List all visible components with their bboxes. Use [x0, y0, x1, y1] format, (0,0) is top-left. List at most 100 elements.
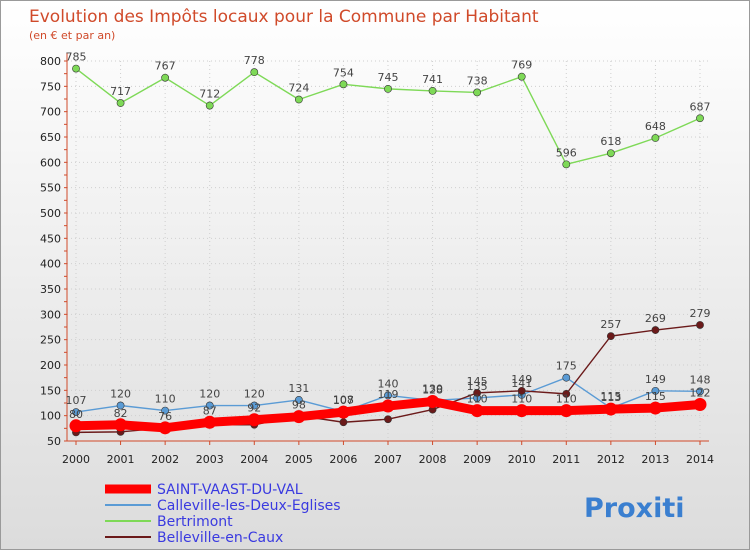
- data-label: 618: [600, 135, 621, 148]
- data-label: 120: [244, 388, 265, 401]
- data-point: [651, 134, 660, 142]
- data-label: 113: [600, 391, 621, 404]
- data-label: 119: [378, 388, 399, 401]
- data-label: 120: [199, 388, 220, 401]
- data-label: 140: [378, 377, 399, 390]
- x-tick-label: 2009: [463, 453, 491, 466]
- data-point: [515, 404, 529, 418]
- x-tick-label: 2014: [686, 453, 714, 466]
- y-tick-label: 550: [40, 182, 61, 195]
- data-label: 712: [199, 88, 220, 101]
- y-tick-label: 500: [40, 207, 61, 220]
- data-label: 785: [66, 51, 87, 64]
- data-label: 257: [600, 318, 621, 331]
- data-label: 110: [155, 393, 176, 406]
- legend-label: Belleville-en-Caux: [157, 530, 283, 546]
- x-tick-label: 2013: [641, 453, 669, 466]
- data-point: [72, 64, 80, 73]
- data-label: 76: [158, 410, 172, 423]
- y-tick-label: 650: [40, 131, 61, 144]
- data-label: 122: [690, 387, 711, 400]
- x-tick-label: 2004: [240, 453, 268, 466]
- data-label: 110: [511, 393, 532, 406]
- data-label: 145: [467, 375, 488, 388]
- y-tick-label: 300: [40, 308, 61, 321]
- data-point: [384, 391, 392, 400]
- x-tick-label: 2003: [196, 453, 224, 466]
- y-tick-label: 150: [40, 384, 61, 397]
- data-point: [696, 321, 704, 329]
- axes: 50 100 150 200 250 300 350 400 450 500 550 600 650 70…: [40, 53, 714, 466]
- data-point: [693, 398, 707, 412]
- data-point: [648, 401, 662, 415]
- x-tick-label: 2000: [62, 453, 90, 466]
- data-point: [651, 386, 660, 395]
- x-tick-label: 2002: [151, 453, 179, 466]
- data-point: [426, 394, 440, 408]
- data-label: 82: [114, 407, 128, 420]
- y-tick-label: 600: [40, 156, 61, 169]
- data-point: [517, 386, 526, 395]
- y-tick-label: 750: [40, 80, 61, 93]
- chart-title: Evolution des Impôts locaux pour la Comm…: [29, 7, 539, 27]
- data-point: [292, 410, 306, 424]
- data-label: 596: [556, 146, 577, 159]
- x-tick-label: 2001: [107, 453, 135, 466]
- legend-label: Bertrimont: [157, 514, 233, 530]
- data-point: [294, 95, 303, 104]
- data-point: [336, 405, 350, 419]
- data-label: 769: [511, 59, 532, 72]
- data-point: [384, 415, 392, 424]
- x-tick-label: 2005: [285, 453, 313, 466]
- data-point: [381, 399, 395, 413]
- legend: SAINT-VAAST-DU-VALCalleville-les-Deux-Eg…: [105, 482, 341, 546]
- y-tick-label: 350: [40, 283, 61, 296]
- data-label: 107: [66, 394, 87, 407]
- data-point: [339, 80, 348, 89]
- data-point: [247, 413, 261, 427]
- y-tick-label: 800: [40, 55, 61, 68]
- y-tick-label: 700: [40, 106, 61, 119]
- data-label: 92: [247, 402, 261, 415]
- y-tick-label: 50: [47, 435, 61, 448]
- data-point: [205, 401, 214, 410]
- data-point: [339, 418, 348, 427]
- data-point: [116, 99, 125, 107]
- data-point: [606, 332, 615, 341]
- data-point: [203, 415, 217, 429]
- data-point: [606, 149, 615, 158]
- data-point: [559, 404, 573, 418]
- x-tick-label: 2008: [419, 453, 447, 466]
- proxiti-logo: Proxiti: [584, 493, 685, 524]
- data-point: [161, 406, 170, 415]
- data-point: [69, 419, 83, 433]
- data-label: 754: [333, 66, 354, 79]
- x-tick-label: 2010: [508, 453, 536, 466]
- series-bertrimont: [72, 64, 704, 169]
- logo-text: Proxiti: [584, 493, 685, 524]
- data-point: [562, 389, 571, 398]
- data-label: 115: [600, 390, 621, 403]
- data-point: [384, 84, 392, 93]
- series-layer: [69, 64, 707, 437]
- data-label: 778: [244, 54, 265, 67]
- data-label: 80: [69, 408, 83, 421]
- data-point: [205, 101, 214, 110]
- data-point: [562, 373, 571, 382]
- y-tick-label: 100: [40, 410, 61, 423]
- data-label: 148: [690, 373, 711, 386]
- y-tick-label: 250: [40, 334, 61, 347]
- data-point: [428, 86, 437, 95]
- data-point: [250, 68, 259, 77]
- data-label: 741: [422, 73, 443, 86]
- data-label: 135: [467, 380, 488, 393]
- data-point: [473, 388, 482, 397]
- data-label: 149: [645, 373, 666, 386]
- data-label: 130: [422, 382, 443, 395]
- data-point: [116, 401, 125, 410]
- data-label: 767: [155, 60, 176, 73]
- data-label: 687: [690, 100, 711, 113]
- y-tick-label: 400: [40, 258, 61, 271]
- data-label: 131: [288, 382, 309, 395]
